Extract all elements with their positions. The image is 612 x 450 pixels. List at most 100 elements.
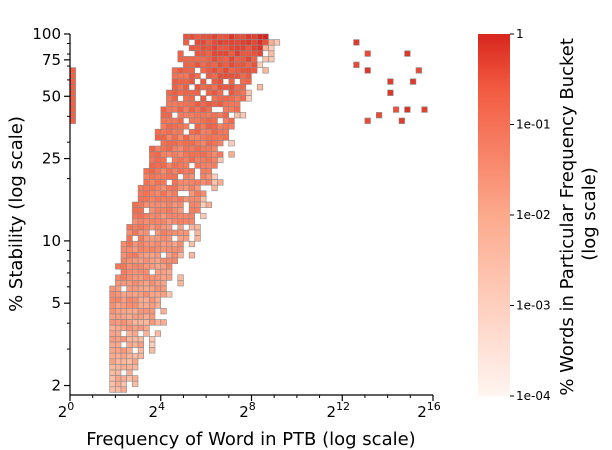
heatmap-cell	[228, 100, 235, 108]
heatmap-cell	[188, 207, 196, 214]
heatmap-cell	[211, 134, 218, 141]
heatmap-cell	[115, 280, 122, 287]
heatmap-cell	[109, 336, 116, 343]
heatmap-cell	[137, 324, 145, 332]
heatmap-cell	[194, 196, 201, 203]
heatmap-cell	[194, 134, 201, 141]
y-tick-label: 75	[42, 51, 61, 69]
heatmap-cell	[109, 324, 116, 332]
heatmap-cell	[149, 336, 156, 343]
x-tick-label: 216	[417, 400, 441, 421]
heatmap-cell	[171, 196, 179, 203]
heatmap-cell	[137, 184, 145, 192]
heatmap-cell	[143, 196, 150, 203]
heatmap-cell	[177, 229, 184, 236]
heatmap-cell	[143, 229, 150, 236]
heatmap-cell	[115, 330, 122, 337]
heatmap-cell	[171, 117, 179, 124]
heatmap-cell	[273, 39, 281, 46]
heatmap-cell	[154, 296, 162, 304]
heatmap-cell	[149, 218, 156, 225]
heatmap-cell	[126, 224, 133, 231]
heatmap-cell	[143, 179, 150, 186]
heatmap-cell	[109, 380, 116, 388]
heatmap-cell	[222, 123, 230, 130]
heatmap-cell	[137, 296, 145, 304]
heatmap-cell	[183, 56, 190, 63]
heatmap-cell	[166, 145, 173, 152]
heatmap-cell	[211, 89, 218, 96]
heatmap-cell	[217, 128, 224, 136]
heatmap-cell	[183, 218, 190, 225]
heatmap-cell	[115, 263, 122, 270]
heatmap-cell	[143, 308, 150, 315]
heatmap-cell	[132, 319, 139, 326]
heatmap-cell	[183, 61, 190, 68]
heatmap-cell	[109, 364, 116, 371]
heatmap-cell	[217, 78, 224, 85]
heatmap-cell	[166, 100, 173, 108]
heatmap-cell	[387, 89, 394, 96]
heatmap-cell	[143, 168, 150, 175]
heatmap-cell	[256, 44, 264, 52]
heatmap-cell	[132, 257, 139, 264]
heatmap-cell	[115, 274, 122, 281]
heatmap-cell	[120, 347, 127, 354]
heatmap-cell	[245, 67, 252, 74]
heatmap-cell	[137, 285, 145, 292]
heatmap-cell	[171, 207, 179, 214]
heatmap-cell	[239, 50, 247, 57]
heatmap-cell	[160, 263, 167, 270]
heatmap-cell	[126, 291, 133, 298]
heatmap-cell	[154, 151, 162, 158]
heatmap-cell	[200, 190, 207, 197]
heatmap-cell	[149, 151, 156, 158]
heatmap-cell	[200, 33, 207, 40]
heatmap-cell	[160, 291, 167, 298]
heatmap-cell	[132, 268, 139, 276]
heatmap-cell	[143, 268, 150, 276]
heatmap-cell	[177, 128, 184, 136]
heatmap-cell	[137, 190, 145, 197]
heatmap-cell	[222, 128, 230, 136]
heatmap-cell	[222, 84, 230, 91]
heatmap-cell	[234, 56, 241, 63]
heatmap-cell	[222, 61, 230, 68]
heatmap-cell	[149, 246, 156, 253]
heatmap-cell	[120, 336, 127, 343]
heatmap-cell	[177, 168, 184, 175]
heatmap-cell	[166, 257, 173, 264]
heatmap-cell	[160, 196, 167, 203]
heatmap-cell	[217, 67, 224, 74]
heatmap-cell	[109, 375, 116, 382]
heatmap-cell	[115, 296, 122, 304]
heatmap-cell	[188, 61, 196, 68]
heatmap-cell	[205, 106, 213, 113]
heatmap-cell	[217, 61, 224, 68]
heatmap-cell	[217, 179, 224, 186]
heatmap-cell	[126, 324, 133, 332]
heatmap-cell	[200, 123, 207, 130]
heatmap-cell	[137, 257, 145, 264]
heatmap-cell	[205, 201, 213, 208]
heatmap-cell	[160, 117, 167, 124]
heatmap-cell	[177, 207, 184, 214]
heatmap-cell	[166, 151, 173, 158]
x-tick-label: 28	[239, 400, 256, 421]
heatmap-cell	[177, 212, 184, 220]
heatmap-cell	[120, 352, 127, 360]
heatmap-cell	[194, 56, 201, 63]
heatmap-cell	[160, 112, 167, 119]
heatmap-cell	[132, 263, 139, 270]
heatmap-cell	[222, 134, 230, 141]
heatmap-cell	[143, 184, 150, 192]
heatmap-cell	[149, 341, 156, 348]
heatmap-cell	[154, 196, 162, 203]
heatmap-cell	[194, 201, 201, 208]
heatmap-cell	[194, 145, 201, 152]
heatmap-cell	[160, 257, 167, 264]
heatmap-cell	[132, 302, 139, 309]
heatmap-cell	[234, 112, 241, 119]
heatmap-cell	[183, 196, 190, 203]
